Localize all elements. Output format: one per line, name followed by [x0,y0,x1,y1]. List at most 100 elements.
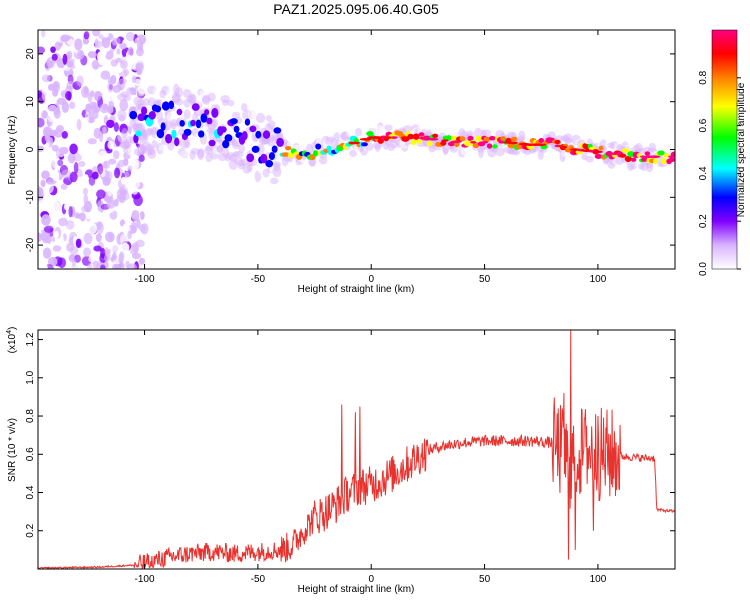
spectrogram-cell [113,199,119,207]
spectrogram-cell [274,122,285,129]
spectrogram-cell [69,245,79,256]
spectrogram-cell [260,153,268,164]
spectrogram-cell [271,145,278,153]
spectrogram-cell [52,245,62,252]
spectrogram-cell [486,143,493,149]
spectrogram-x-ticks: -100 -50 0 50 100 [135,30,607,285]
spectrogram-cell [98,150,108,162]
x-tick-label: -50 [251,274,266,285]
spectrogram-cell [359,138,372,141]
spectrogram-cell [498,141,505,144]
spectrogram-cell [97,53,106,66]
spectrogram-cell [668,157,675,163]
spectrogram-cell [269,177,279,185]
spectrogram-cell [401,136,410,139]
spectrogram-cell [160,122,166,131]
spectrogram-cell [113,150,120,160]
spectrogram-cell [120,59,128,70]
snr-multiplier-exp: 4 [6,330,13,334]
colorbar-tick-label: 0.6 [698,118,709,132]
spectrogram-cell [652,158,659,164]
spectrogram-cell [102,30,110,38]
spectrogram-cell [127,185,132,196]
spectrogram-cell [87,138,97,145]
spectrogram-cell [428,138,439,141]
spectrogram-cell [119,99,129,112]
spectrogram-cell [51,88,59,97]
snr-y-ticks: 0.2 0.4 0.6 0.8 1.0 1.2 [25,332,675,538]
spectrogram-cell [87,51,97,59]
spectrogram-cell [450,140,462,144]
spectrogram-cell [174,86,184,98]
spectrogram-cell [273,127,282,134]
y-tick-label: 0.4 [25,485,36,499]
spectrogram-cell [38,232,43,243]
spectrogram-cell [495,147,505,157]
spectrogram-cell [120,242,130,253]
spectrogram-cell [38,161,44,174]
spectrogram-cell [148,110,156,120]
spectrogram-cell [384,124,393,131]
spectrogram-cell [106,119,115,128]
spectrogram-cell [135,239,145,248]
spectrogram-cell [136,47,144,57]
spectrogram-cell [467,135,474,142]
spectrogram-cell [62,53,68,65]
spectrogram-cell [154,105,162,113]
spectrogram-cell [69,143,78,155]
spectrogram-cell [138,154,145,163]
spectrogram-cell [41,85,48,93]
spectrogram-cell [68,205,73,218]
spectrogram-cell [281,152,290,157]
spectrogram-cell [208,139,216,147]
spectrogram-cell [93,90,102,102]
spectrogram-cell [171,129,177,139]
spectrogram-cell [627,151,635,158]
spectrogram-cell [76,118,82,131]
spectrogram-cell [38,108,43,115]
spectrogram-cell [73,218,83,230]
spectrogram-cell [384,136,393,139]
spectrogram-cell [102,126,107,134]
spectrogram-cell [67,153,76,164]
spectrogram-cell [219,126,227,133]
spectrogram-cell [107,81,114,93]
spectrogram-cell [204,109,210,116]
spectrogram-cell [83,65,90,76]
spectrogram-cell [69,101,76,110]
spectrogram-cell [136,86,146,97]
spectrogram-cell [43,225,54,233]
spectrogram-cell [136,38,144,51]
y-tick-label: 10 [25,96,36,108]
spectrogram-cell [56,125,64,133]
spectrogram-cell [170,152,178,159]
spectrogram-cell [85,110,90,123]
spectrogram-cell [198,130,205,138]
spectrogram-cell [197,148,205,161]
spectrogram-cell [200,113,208,123]
spectrogram-cell [140,106,148,116]
colorbar-tick-label: 0.8 [698,70,709,84]
spectrogram-cell [179,119,185,127]
spectrogram-cell [168,100,175,110]
spectrogram-cell [360,142,368,147]
spectrogram-cell [74,38,83,51]
spectrogram-cell [84,123,92,133]
figure-title: PAZ1.2025.095.06.40.G05 [273,1,439,17]
spectrogram-cell [73,30,79,39]
spectrogram-cell [98,111,105,119]
spectrogram-cell [624,155,632,163]
spectrogram-cell [75,238,82,249]
spectrogram-cell [99,264,106,269]
spectrogram-cell [92,260,100,269]
spectrogram-cell [191,103,200,111]
spectrogram-cell [95,233,102,243]
spectrogram-cell [69,171,78,183]
spectrogram-cell [210,151,219,160]
y-tick-label: 0.8 [25,409,36,423]
spectrogram-cell [114,167,121,179]
spectrogram-cell [619,153,627,158]
x-tick-label: 50 [479,274,491,285]
spectrogram-cell [207,92,216,102]
spectrogram-cell [124,171,130,178]
